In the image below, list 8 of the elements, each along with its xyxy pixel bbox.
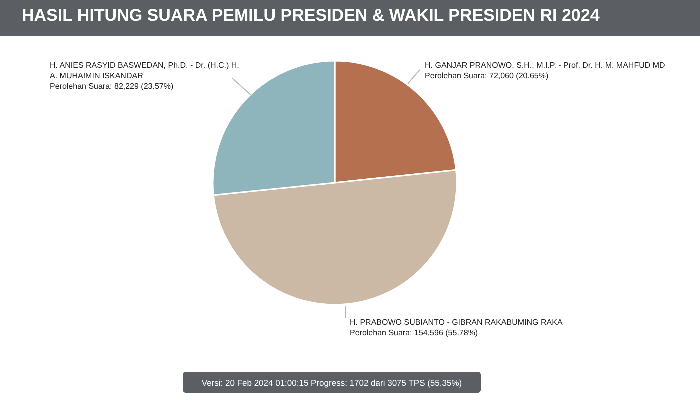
slice-label: H. ANIES RASYID BASWEDAN, Ph.D. - Dr. (H.C.) H. A. MUHAIMIN ISKANDAR	[50, 61, 240, 80]
data-label: Perolehan Suara: 72,060 (20.65%)	[425, 72, 549, 80]
slice-label: H. PRABOWO SUBIANTO - GIBRAN RAKABUMING RAKA	[350, 318, 564, 327]
text: Versi: 20 Feb 2024 01:00:15 Progress: 1702 dari 3075 TPS (55.35%)	[202, 378, 462, 388]
slice-label: H. GANJAR PRANOWO, S.H., M.I.P. - Prof. Dr. H. M. MAHFUD MD	[425, 61, 666, 70]
data-label: Perolehan Suara: 154,596 (55.78%)	[350, 328, 478, 338]
chart-title: HASIL HITUNG SUARA PEMILU PRESIDEN & WAKIL PRESIDEN RI 2024	[22, 6, 600, 25]
data-label: Perolehan Suara: 82,229 (23.57%)	[50, 82, 174, 91]
